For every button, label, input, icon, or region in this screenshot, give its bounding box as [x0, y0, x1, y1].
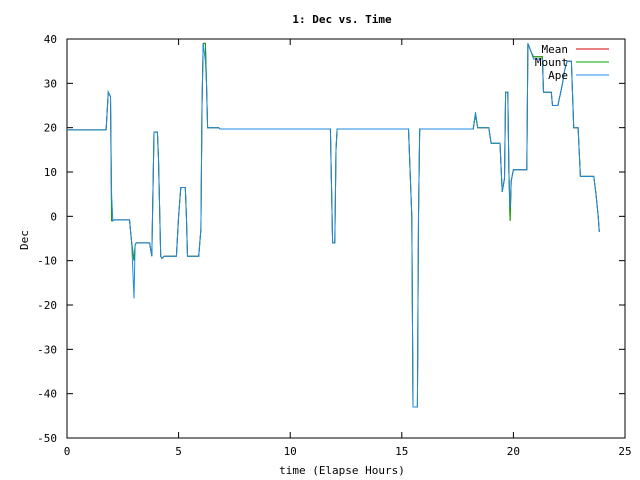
series-lines: [67, 42, 600, 408]
legend-label-mount: Mount: [535, 56, 568, 69]
chart-title: 1: Dec vs. Time: [292, 13, 392, 26]
y-axis-label: Dec: [18, 230, 31, 250]
y-tick-label: -40: [37, 388, 57, 401]
series-line-mount: [67, 42, 600, 408]
series-line-ape: [67, 43, 600, 408]
legend-label-ape: Ape: [548, 69, 568, 82]
x-tick-label: 20: [507, 445, 520, 458]
y-tick-label: -50: [37, 432, 57, 445]
x-tick-label: 0: [64, 445, 71, 458]
x-tick-label: 15: [395, 445, 408, 458]
x-tick-label: 25: [618, 445, 631, 458]
axes: 0 5 10 15 20 25 -50 -40 -30 -20 -10 0 10 20 30 40: [37, 33, 632, 458]
x-tick-label: 10: [284, 445, 297, 458]
y-tick-label: -10: [37, 255, 57, 268]
y-tick-label: 10: [44, 166, 57, 179]
y-tick-label: 40: [44, 33, 57, 46]
y-tick-label: 0: [50, 210, 57, 223]
plot-frame: [66, 38, 626, 439]
legend-label-mean: Mean: [542, 43, 569, 56]
y-tick-label: -20: [37, 299, 57, 312]
x-tick-label: 5: [175, 445, 182, 458]
y-tick-label: -30: [37, 343, 57, 356]
series-line-mean: [67, 42, 600, 408]
x-axis-label: time (Elapse Hours): [279, 464, 405, 477]
y-tick-label: 20: [44, 122, 57, 135]
y-tick-label: 30: [44, 77, 57, 90]
